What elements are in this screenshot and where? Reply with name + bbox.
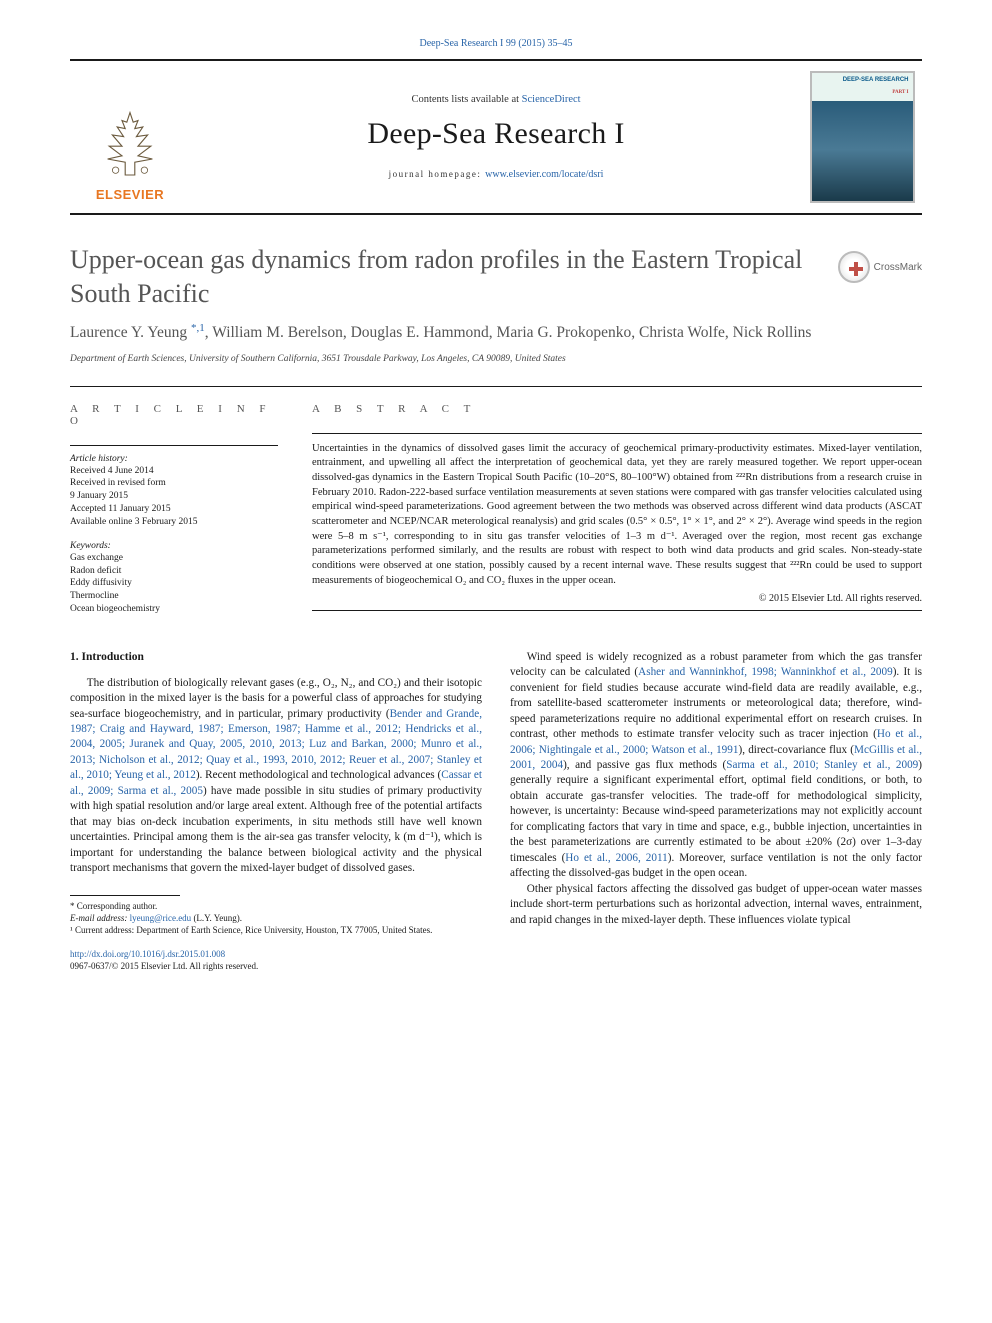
crossmark-widget[interactable]: CrossMark xyxy=(838,251,922,283)
authors-line: Laurence Y. Yeung *,1, William M. Berels… xyxy=(70,321,922,344)
cover-thumbnail-block: DEEP-SEA RESEARCH PART I xyxy=(802,67,922,207)
publisher-logo-block: ELSEVIER xyxy=(70,72,190,202)
abstract-copyright: © 2015 Elsevier Ltd. All rights reserved… xyxy=(312,593,922,604)
article-info-block: A R T I C L E I N F O Article history: R… xyxy=(70,403,278,616)
article-title: Upper-ocean gas dynamics from radon prof… xyxy=(70,243,922,311)
affiliation: Department of Earth Sciences, University… xyxy=(70,354,922,364)
history-line: Accepted 11 January 2015 xyxy=(70,503,278,516)
crossmark-label: CrossMark xyxy=(874,262,922,273)
current-address-note: ¹ Current address: Department of Earth S… xyxy=(70,924,482,936)
keyword: Eddy diffusivity xyxy=(70,577,278,590)
article-info-heading: A R T I C L E I N F O xyxy=(70,403,278,427)
issn-copyright: 0967-0637/© 2015 Elsevier Ltd. All right… xyxy=(70,960,482,972)
cover-part-label: PART I xyxy=(892,90,908,95)
email-line: E-mail address: lyeung@rice.edu (L.Y. Ye… xyxy=(70,912,482,924)
history-line: Received in revised form xyxy=(70,477,278,490)
history-line: Received 4 June 2014 xyxy=(70,465,278,478)
citation-link[interactable]: Asher and Wanninkhof, 1998; Wanninkhof e… xyxy=(638,666,893,678)
cover-label: DEEP-SEA RESEARCH xyxy=(843,77,909,84)
journal-homepage-link[interactable]: www.elsevier.com/locate/dsri xyxy=(485,169,603,180)
keyword: Gas exchange xyxy=(70,552,278,565)
crossmark-icon xyxy=(838,251,870,283)
keyword: Thermocline xyxy=(70,590,278,603)
history-line: Available online 3 February 2015 xyxy=(70,516,278,529)
body-para: The distribution of biologically relevan… xyxy=(70,676,482,877)
body-para: Other physical factors affecting the dis… xyxy=(510,882,922,928)
abstract-block: A B S T R A C T Uncertainties in the dyn… xyxy=(312,403,922,616)
issue-citation[interactable]: Deep-Sea Research I 99 (2015) 35–45 xyxy=(70,38,922,49)
section-heading: 1. Introduction xyxy=(70,650,482,666)
elsevier-tree-icon xyxy=(90,103,170,183)
footnotes-block: * Corresponding author. E-mail address: … xyxy=(70,895,482,973)
body-columns: 1. Introduction The distribution of biol… xyxy=(70,650,922,972)
abstract-text: Uncertainties in the dynamics of dissolv… xyxy=(312,442,922,589)
contents-list-line: Contents lists available at ScienceDirec… xyxy=(190,94,802,105)
citation-link[interactable]: Sarma et al., 2010; Stanley et al., 2009 xyxy=(726,759,918,771)
history-line: 9 January 2015 xyxy=(70,490,278,503)
homepage-prefix: journal homepage: xyxy=(389,169,485,179)
corresponding-author-note: * Corresponding author. xyxy=(70,900,482,912)
keywords-label: Keywords: xyxy=(70,541,278,551)
abstract-heading: A B S T R A C T xyxy=(312,403,922,415)
doi-link[interactable]: http://dx.doi.org/10.1016/j.dsr.2015.01.… xyxy=(70,948,482,960)
publisher-name: ELSEVIER xyxy=(96,187,164,202)
article-history-label: Article history: xyxy=(70,454,278,464)
keyword: Ocean biogeochemistry xyxy=(70,603,278,616)
sciencedirect-link[interactable]: ScienceDirect xyxy=(522,94,581,105)
keyword: Radon deficit xyxy=(70,565,278,578)
journal-title: Deep-Sea Research I xyxy=(190,117,802,151)
contents-prefix: Contents lists available at xyxy=(411,94,521,105)
body-para: Wind speed is widely recognized as a rob… xyxy=(510,650,922,882)
journal-header: ELSEVIER Contents lists available at Sci… xyxy=(70,59,922,215)
journal-homepage-line: journal homepage: www.elsevier.com/locat… xyxy=(190,169,802,180)
citation-link[interactable]: Ho et al., 2006, 2011 xyxy=(565,852,667,864)
journal-cover-thumbnail: DEEP-SEA RESEARCH PART I xyxy=(810,71,915,203)
author-email-link[interactable]: lyeung@rice.edu xyxy=(130,913,192,923)
